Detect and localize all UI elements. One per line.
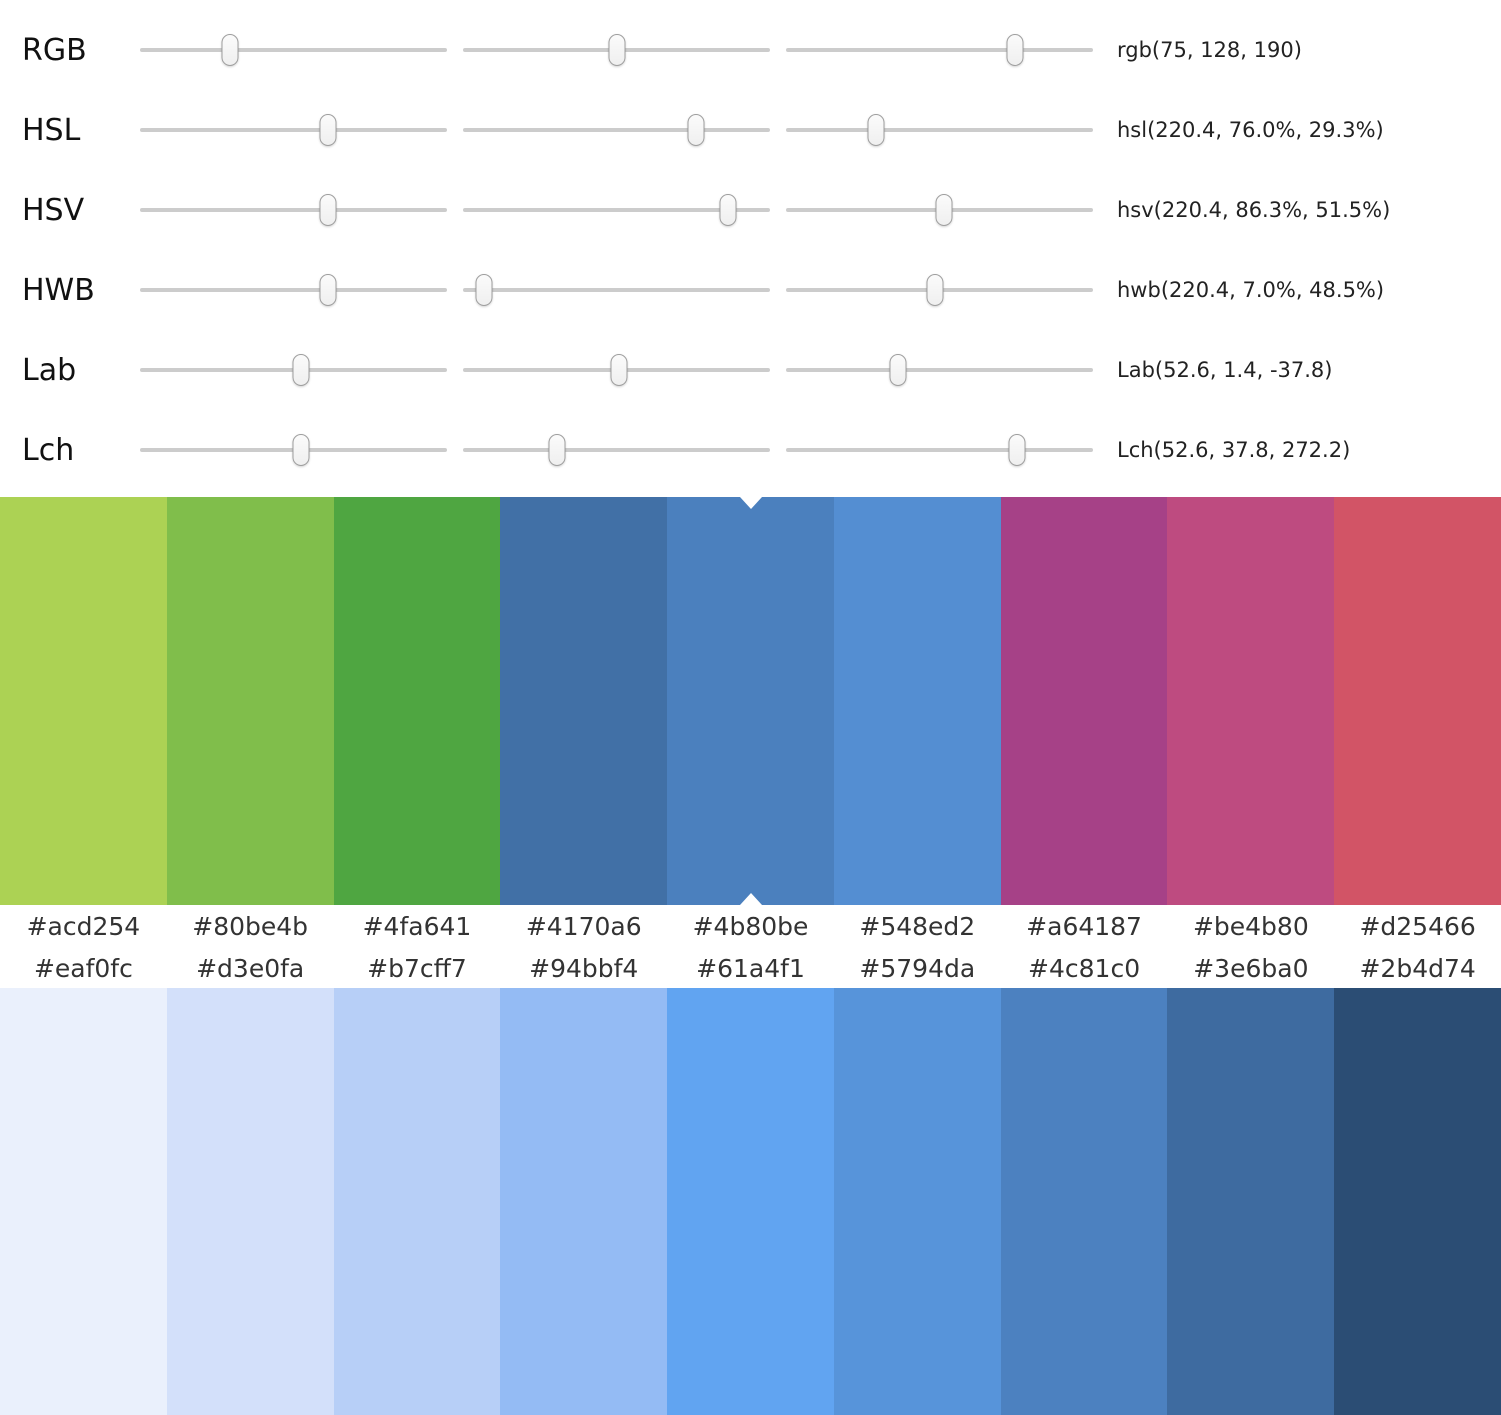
hwb-value-text: hwb(220.4, 7.0%, 48.5%)	[1117, 278, 1385, 302]
hex-label: #d3e0fa	[196, 953, 305, 983]
swatch[interactable]	[667, 988, 834, 1415]
hsl-slider-track-2[interactable]	[463, 114, 770, 146]
lch-slider-track-1[interactable]	[140, 434, 447, 466]
slider-row-lab: Lab Lab(52.6, 1.4, -37.8)	[0, 330, 1501, 410]
colorspace-label-hsv: HSV	[22, 192, 85, 228]
hue-palette	[0, 497, 1501, 905]
hex-label: #eaf0fc	[33, 953, 133, 983]
lch-slider-track-3[interactable]	[786, 434, 1093, 466]
hex-label: #4c81c0	[1028, 953, 1141, 983]
swatch[interactable]	[1167, 988, 1335, 1415]
swatch[interactable]	[166, 497, 334, 905]
swatch[interactable]	[333, 988, 501, 1415]
lab-slider-handle-1[interactable]	[292, 354, 310, 386]
hsl-slider-handle-1[interactable]	[319, 114, 337, 146]
lab-slider-track-1[interactable]	[140, 354, 447, 386]
rgb-slider-track-3[interactable]	[786, 34, 1093, 66]
rgb-slider-handle-1[interactable]	[221, 34, 239, 66]
swatch[interactable]	[0, 988, 167, 1415]
hsv-slider-handle-2[interactable]	[719, 194, 737, 226]
hsl-slider-handle-3[interactable]	[867, 114, 885, 146]
colorspace-label-lch: Lch	[22, 432, 75, 468]
hsv-slider-track-1[interactable]	[140, 194, 447, 226]
rgb-slider-track-1[interactable]	[140, 34, 447, 66]
swatch[interactable]	[833, 988, 1001, 1415]
hwb-slider-handle-1[interactable]	[319, 274, 337, 306]
slider-row-hsv: HSV hsv(220.4, 86.3%, 51.5%)	[0, 170, 1501, 250]
colorspace-label-rgb: RGB	[22, 32, 87, 68]
rgb-slider-handle-2[interactable]	[608, 34, 626, 66]
colorspace-label-lab: Lab	[22, 352, 77, 388]
colorspace-label-hwb: HWB	[22, 272, 95, 308]
hwb-slider-track-1[interactable]	[140, 274, 447, 306]
lch-value-text: Lch(52.6, 37.8, 272.2)	[1117, 438, 1351, 462]
swatch[interactable]	[333, 497, 501, 905]
hsv-slider-handle-1[interactable]	[319, 194, 337, 226]
swatch[interactable]	[1334, 988, 1501, 1415]
hex-label: #4170a6	[525, 912, 642, 941]
hex-label: #be4b80	[1192, 912, 1309, 941]
lch-slider-handle-2[interactable]	[548, 434, 566, 466]
swatch[interactable]	[166, 988, 334, 1415]
swatch[interactable]	[1167, 497, 1335, 905]
hex-label: #61a4f1	[696, 953, 805, 983]
lch-slider-track-2[interactable]	[463, 434, 770, 466]
hex-label: #4b80be	[692, 912, 809, 941]
hsv-slider-track-3[interactable]	[786, 194, 1093, 226]
swatch[interactable]	[1000, 497, 1168, 905]
swatch[interactable]	[833, 497, 1001, 905]
hwb-slider-handle-3[interactable]	[926, 274, 944, 306]
slider-row-rgb: RGB rgb(75, 128, 190)	[0, 10, 1501, 90]
hsl-slider-track-3[interactable]	[786, 114, 1093, 146]
colorspace-sliders-panel: RGB rgb(75, 128, 190) HSL hsl(220.4, 76.…	[0, 0, 1501, 497]
slider-row-hsl: HSL hsl(220.4, 76.0%, 29.3%)	[0, 90, 1501, 170]
hex-label: #4fa641	[362, 912, 472, 941]
lab-value-text: Lab(52.6, 1.4, -37.8)	[1117, 358, 1333, 382]
selection-notch-bottom	[739, 893, 762, 905]
hsl-value-text: hsl(220.4, 76.0%, 29.3%)	[1117, 118, 1384, 142]
hex-label: #2b4d74	[1359, 953, 1476, 983]
hsv-value-text: hsv(220.4, 86.3%, 51.5%)	[1117, 198, 1391, 222]
hex-label-row-bottom: #eaf0fc #d3e0fa #b7cff7 #94bbf4 #61a4f1 …	[0, 948, 1501, 988]
hwb-slider-track-2[interactable]	[463, 274, 770, 306]
hex-label: #5794da	[859, 953, 976, 983]
hsv-slider-track-2[interactable]	[463, 194, 770, 226]
slider-row-hwb: HWB hwb(220.4, 7.0%, 48.5%)	[0, 250, 1501, 330]
swatch[interactable]	[1000, 988, 1168, 1415]
rgb-slider-handle-3[interactable]	[1006, 34, 1024, 66]
swatch[interactable]	[1334, 497, 1501, 905]
tint-shade-palette	[0, 988, 1501, 1415]
rgb-slider-track-2[interactable]	[463, 34, 770, 66]
swatch[interactable]	[500, 497, 668, 905]
hsl-slider-handle-2[interactable]	[687, 114, 705, 146]
hex-label: #80be4b	[192, 912, 309, 941]
hex-label: #b7cff7	[367, 953, 467, 983]
hsl-slider-track-1[interactable]	[140, 114, 447, 146]
hex-label: #548ed2	[859, 912, 976, 941]
lch-slider-handle-1[interactable]	[292, 434, 310, 466]
slider-row-lch: Lch Lch(52.6, 37.8, 272.2)	[0, 410, 1501, 490]
swatch[interactable]	[0, 497, 167, 905]
lch-slider-handle-3[interactable]	[1008, 434, 1026, 466]
hex-label: #acd254	[26, 912, 141, 941]
hwb-slider-handle-2[interactable]	[475, 274, 493, 306]
lab-slider-track-3[interactable]	[786, 354, 1093, 386]
swatch-selected[interactable]	[667, 497, 834, 905]
hex-label: #a64187	[1026, 912, 1142, 941]
lab-slider-track-2[interactable]	[463, 354, 770, 386]
hsv-slider-handle-3[interactable]	[935, 194, 953, 226]
hex-label: #3e6ba0	[1193, 953, 1309, 983]
hex-label: #94bbf4	[529, 953, 639, 983]
hwb-slider-track-3[interactable]	[786, 274, 1093, 306]
rgb-value-text: rgb(75, 128, 190)	[1117, 38, 1302, 62]
hex-label-row-top: #acd254 #80be4b #4fa641 #4170a6 #4b80be …	[0, 905, 1501, 948]
hex-label: #d25466	[1359, 912, 1476, 941]
lab-slider-handle-2[interactable]	[610, 354, 628, 386]
lab-slider-handle-3[interactable]	[889, 354, 907, 386]
selection-notch-top	[739, 497, 762, 509]
swatch[interactable]	[500, 988, 668, 1415]
colorspace-label-hsl: HSL	[22, 112, 81, 148]
